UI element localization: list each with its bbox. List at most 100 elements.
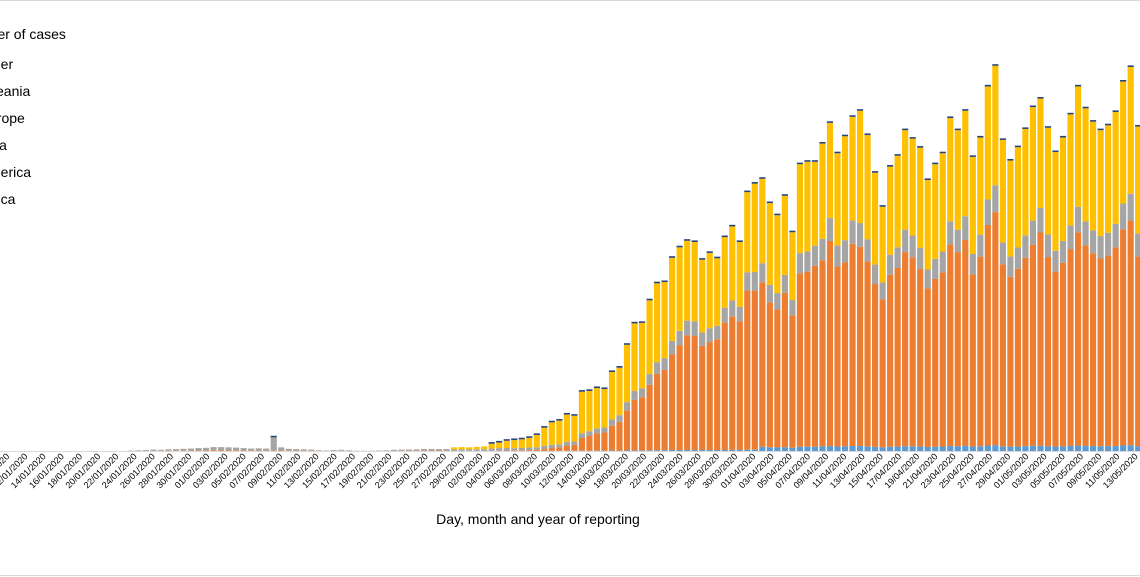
bar-segment-asia (902, 252, 909, 447)
bar-segment-oceania (1037, 98, 1044, 208)
bar-segment-other (699, 258, 706, 260)
bar-segment-europe (729, 300, 736, 317)
bar-segment-asia (1044, 257, 1052, 447)
bar-segment-other (706, 251, 713, 253)
bar-segment-other (586, 389, 593, 391)
bar-segment-europe (1097, 236, 1104, 259)
bar-segment-europe (796, 253, 803, 274)
bar-segment-other (819, 141, 826, 144)
bar-segment-europe (962, 216, 969, 241)
bar-segment-oceania (533, 434, 540, 448)
bar-segment-oceania (849, 116, 856, 221)
bar-segment-other (841, 134, 849, 137)
bar-segment-oceania (1022, 128, 1029, 236)
bar-segment-europe (195, 448, 202, 451)
bar-segment-europe (924, 269, 931, 289)
bar-segment-asia (947, 244, 954, 447)
bar-segment-other (887, 165, 894, 167)
bar-segment-europe (811, 245, 819, 266)
bar-segment-oceania (902, 130, 909, 230)
bar-segment-europe (293, 449, 300, 451)
bar-segment-asia (1014, 268, 1021, 447)
bar-segment-other (578, 390, 585, 392)
bar-segment-other (751, 182, 758, 184)
bar-segment-america (669, 450, 676, 451)
bar-segment-oceania (466, 447, 473, 450)
bar-segment-oceania (751, 183, 758, 272)
bar-segment-europe (1022, 235, 1029, 258)
bar-segment-asia (518, 450, 525, 451)
bar-segment-asia (879, 299, 886, 448)
bar-segment-america (631, 450, 638, 451)
bar-segment-oceania (1074, 86, 1082, 207)
bar-segment-europe (338, 449, 345, 451)
legend-item-africa: frica (0, 191, 16, 207)
bar-segment-other (608, 370, 616, 373)
bar-segment-europe (315, 450, 322, 451)
bar-segment-europe (511, 448, 518, 451)
legend-item-europe: urope (0, 110, 25, 126)
bar-segment-europe (571, 441, 578, 446)
bar-segment-asia (984, 224, 991, 446)
bar-segment-other (684, 239, 691, 241)
bar-segment-europe (819, 238, 826, 261)
bar-segment-asia (240, 450, 247, 451)
bar-segment-america (954, 446, 961, 451)
bar-segment-america (811, 446, 819, 451)
bar-segment-oceania (841, 136, 849, 241)
bar-segment-europe (872, 264, 879, 285)
bar-segment-oceania (481, 446, 488, 450)
bar-segment-europe (225, 447, 232, 451)
bar-segment-other (744, 190, 751, 193)
bar-segment-asia (721, 322, 728, 450)
bar-segment-asia (744, 290, 751, 450)
bar-segment-oceania (1105, 125, 1112, 233)
bar-segment-asia (548, 447, 555, 451)
bar-segment-other (1059, 135, 1067, 138)
bar-segment-europe (1052, 250, 1059, 272)
bar-segment-america (781, 447, 788, 451)
bar-segment-oceania (548, 422, 555, 445)
bar-segment-europe (248, 448, 255, 451)
bar-segment-oceania (526, 437, 533, 448)
bar-segment-other (894, 154, 901, 156)
bar-segment-oceania (1007, 160, 1014, 257)
bar-segment-europe (669, 340, 676, 355)
bar-segment-oceania (676, 247, 683, 331)
bar-segment-america (1037, 445, 1044, 451)
bar-segment-other (1037, 97, 1044, 99)
bar-segment-oceania (969, 156, 976, 254)
bar-segment-other (781, 194, 788, 196)
bar-segment-america (932, 446, 939, 451)
bar-segment-asia (917, 269, 924, 447)
bar-segment-other (593, 386, 601, 389)
bar-segment-europe (1074, 206, 1082, 233)
legend-title: mber of cases (0, 26, 66, 42)
bar-segment-america (879, 447, 886, 451)
bar-segment-america (744, 449, 751, 451)
bar-segment-europe (1082, 221, 1089, 246)
bar-segment-america (962, 445, 969, 451)
bar-segment-america (902, 446, 909, 451)
bar-segment-europe (157, 449, 165, 451)
bar-segment-oceania (962, 110, 969, 217)
bar-segment-europe (526, 447, 533, 451)
bar-segment-europe (563, 441, 570, 446)
bar-segment-oceania (992, 65, 999, 186)
bar-segment-asia (533, 449, 540, 451)
bar-segment-america (654, 450, 661, 451)
bar-segment-europe (879, 282, 886, 300)
bar-segment-europe (285, 448, 292, 451)
bar-segment-asia (556, 447, 563, 451)
bar-segment-europe (548, 444, 555, 448)
bar-segment-asia (751, 290, 758, 450)
bar-segment-oceania (1014, 147, 1021, 248)
bar-segment-other (556, 419, 563, 421)
bar-segment-america (1067, 445, 1074, 451)
bar-segment-europe (1120, 203, 1127, 230)
bar-segment-oceania (458, 447, 465, 450)
bar-segment-america (1090, 446, 1097, 451)
bar-segment-europe (684, 320, 691, 336)
bar-segment-asia (1135, 256, 1140, 447)
bar-segment-asia (1112, 247, 1119, 446)
